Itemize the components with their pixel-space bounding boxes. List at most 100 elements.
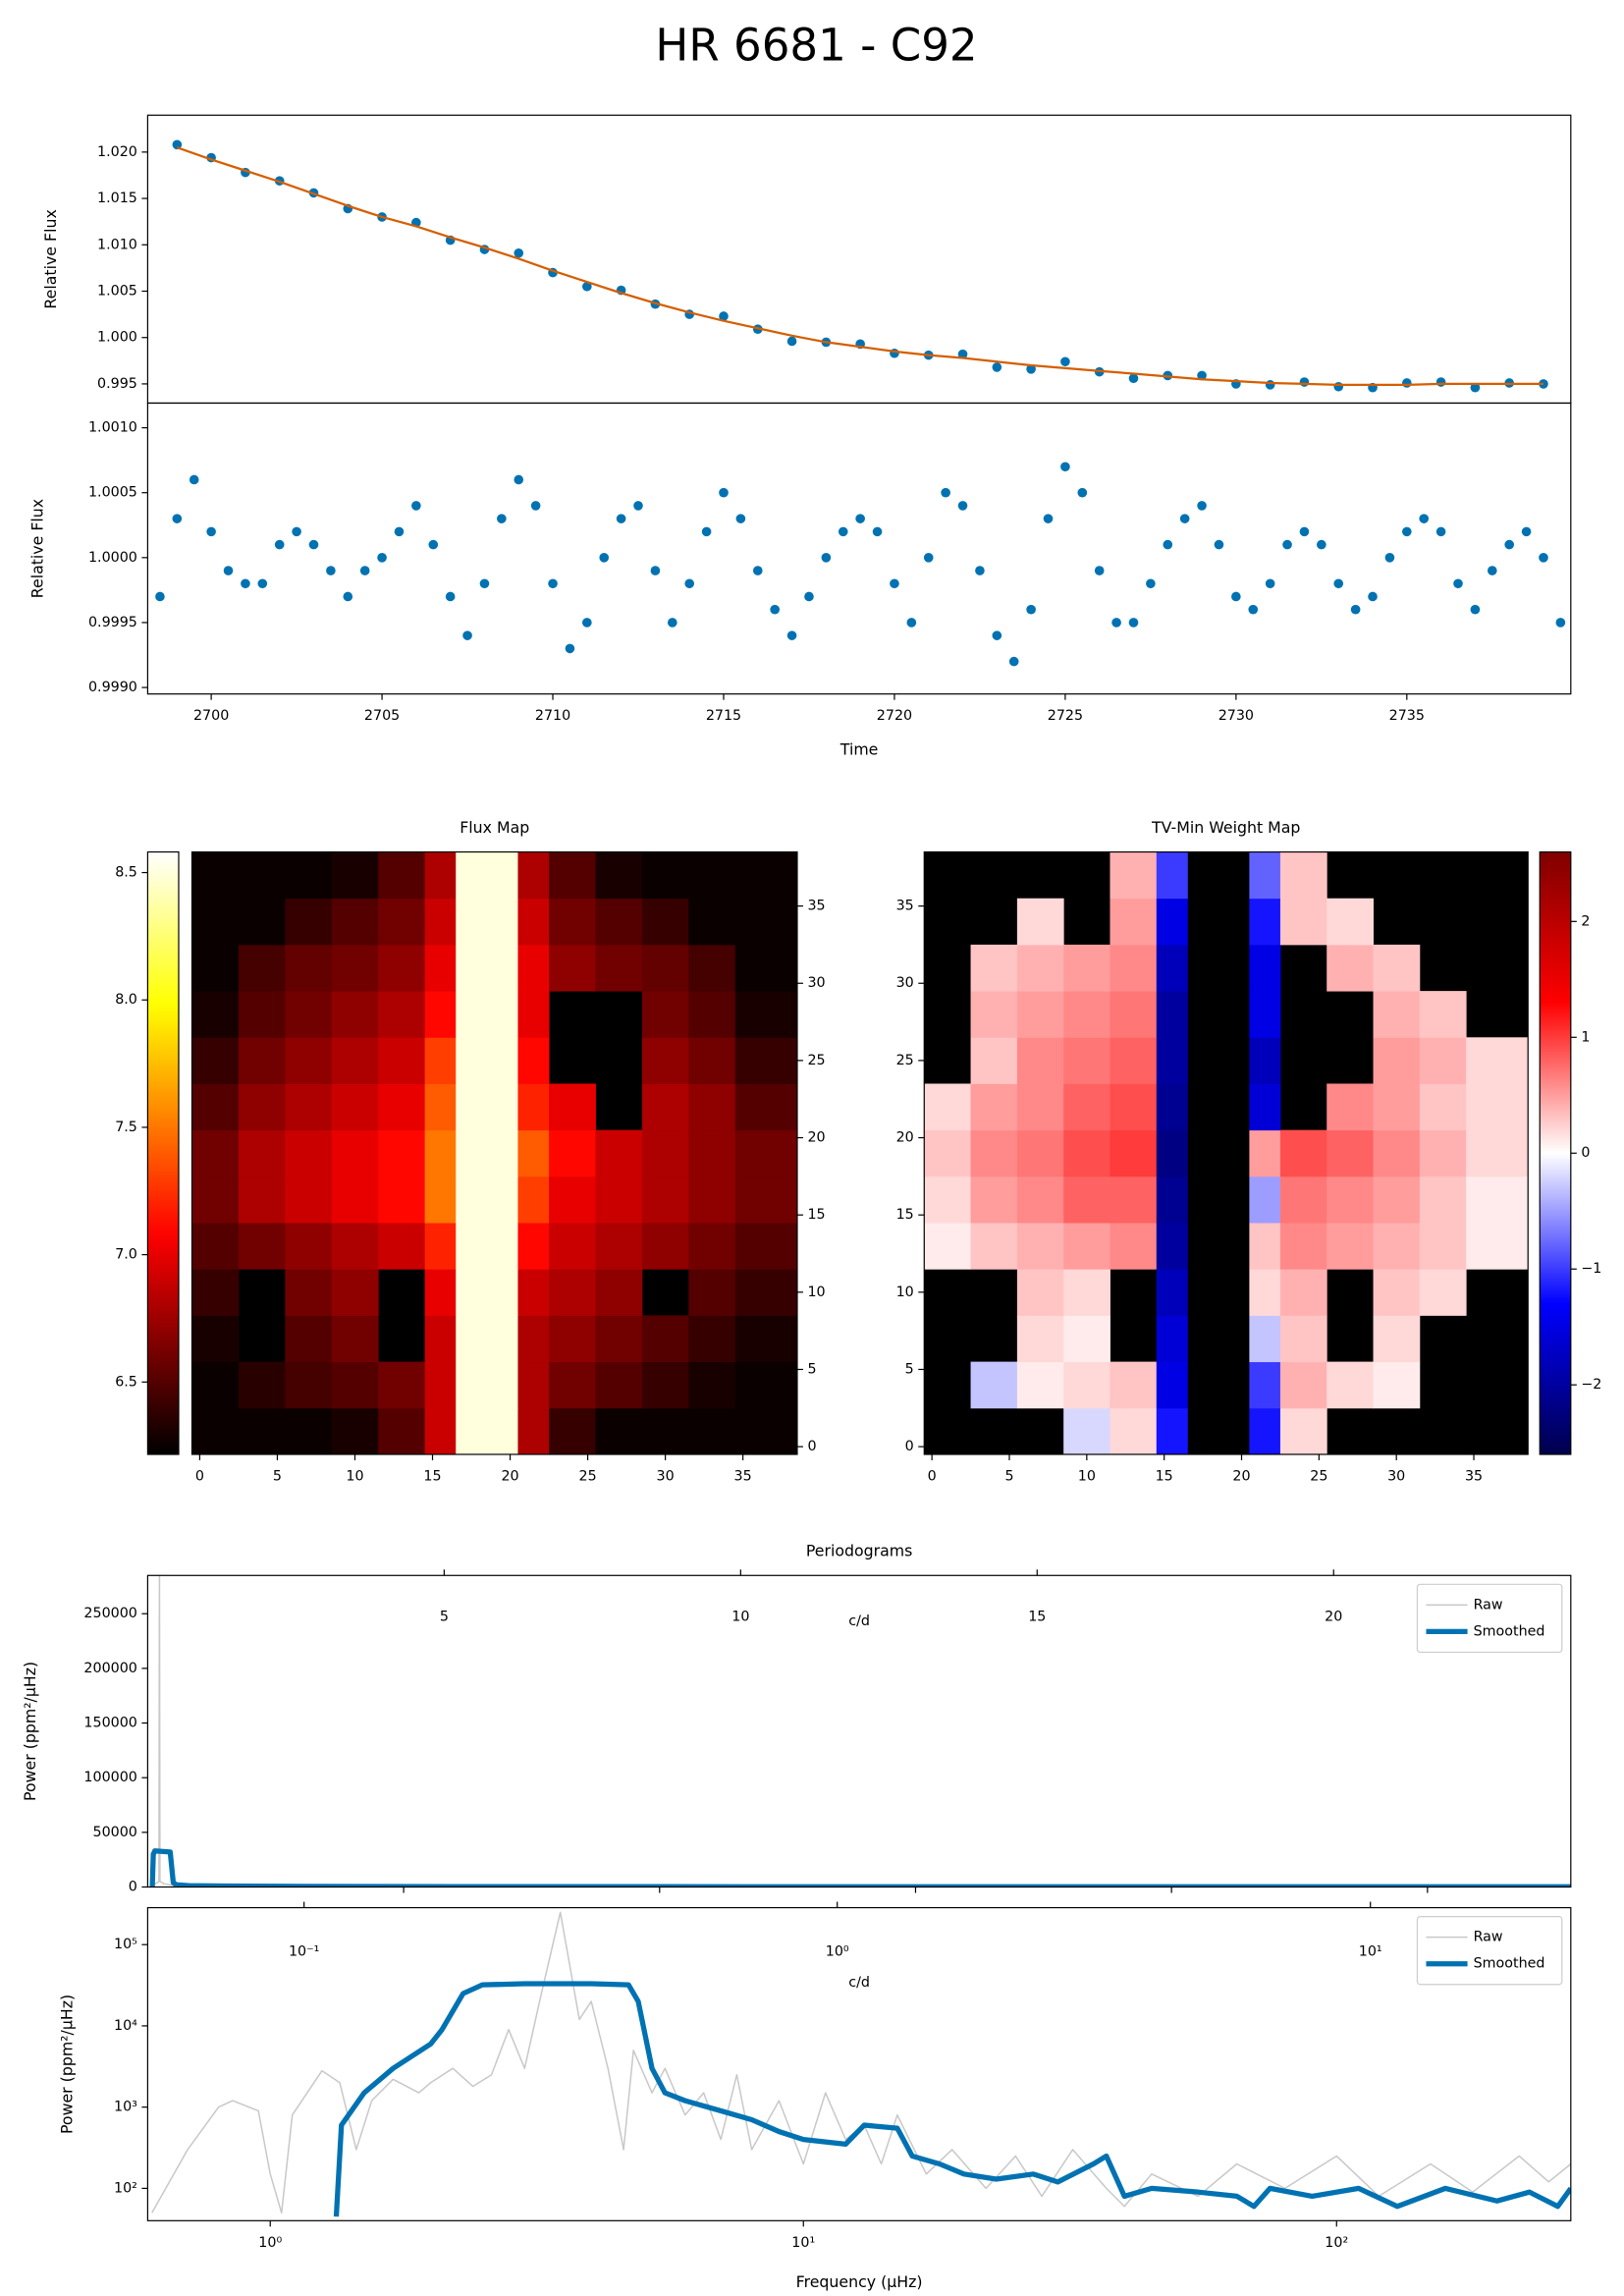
heatmap-cell — [688, 1037, 736, 1084]
x-tick-label: 25 — [578, 1469, 596, 1485]
x-axis-label: Time — [839, 739, 879, 758]
heatmap-cell — [424, 898, 457, 946]
y-tick-label: 1.015 — [97, 191, 137, 206]
data-point — [257, 578, 268, 589]
heatmap-cell — [424, 851, 457, 900]
heatmap-cell — [331, 1037, 379, 1084]
data-point — [1128, 373, 1139, 384]
y-tick-label: 15 — [807, 1207, 825, 1223]
heatmap-cell — [1063, 1223, 1110, 1270]
x-tick-label: 25 — [1310, 1469, 1327, 1485]
heatmap-cell — [970, 944, 1018, 992]
heatmap-cell — [641, 1129, 689, 1177]
data-point — [428, 539, 439, 550]
heatmap-cell — [1373, 944, 1421, 992]
heatmap-cell — [517, 898, 550, 946]
legend-label: Smoothed — [1474, 1956, 1545, 1972]
colorbar-tick-label: −2 — [1581, 1377, 1601, 1393]
data-point — [1231, 591, 1241, 602]
heatmap-cell — [331, 1175, 379, 1224]
heatmap-cell — [456, 1083, 518, 1131]
heatmap-cell — [424, 1037, 457, 1084]
x-tick-label: 2705 — [364, 708, 400, 724]
heatmap-cell — [1016, 1361, 1064, 1409]
data-point — [616, 514, 626, 523]
heatmap-cell — [1249, 991, 1281, 1038]
data-point — [1111, 618, 1121, 628]
heatmap-cell — [517, 944, 550, 992]
x2-tick-label: 10 — [731, 1609, 749, 1624]
series-line — [176, 146, 1543, 386]
heatmap-cell — [595, 1407, 643, 1455]
y-tick-label: 10² — [114, 2180, 137, 2196]
heatmap-cell — [1249, 1223, 1281, 1270]
heatmap-cell — [970, 1361, 1018, 1409]
data-point — [394, 526, 405, 537]
heatmap-cell — [1373, 1037, 1421, 1084]
heatmap-cell — [378, 1175, 426, 1224]
heatmap-cell — [734, 991, 798, 1038]
y-axis-label: Relative Flux — [28, 499, 47, 598]
heatmap-cell — [688, 1083, 736, 1131]
heatmap-cell — [378, 991, 426, 1038]
heatmap-cell — [331, 1361, 379, 1409]
heatmap-cell — [331, 1269, 379, 1316]
heatmap-cell — [595, 944, 643, 992]
data-point — [1094, 566, 1105, 575]
heatmap-cell — [456, 1129, 518, 1177]
y-tick-label: 10⁵ — [114, 1937, 137, 1952]
colorbar — [146, 850, 180, 1455]
data-point — [1368, 591, 1378, 602]
heatmap-cell — [1466, 1129, 1529, 1177]
heatmap-cell — [378, 1083, 426, 1131]
data-point — [821, 553, 832, 563]
heatmap-cell — [191, 1223, 240, 1270]
data-point — [274, 539, 285, 550]
data-point — [786, 630, 797, 640]
axes-title: Flux Map — [460, 818, 529, 837]
heatmap-cell — [517, 1175, 550, 1224]
data-point — [786, 336, 797, 347]
data-point — [1265, 380, 1275, 390]
heatmap-cell — [378, 944, 426, 992]
data-point — [1060, 462, 1070, 472]
legend-label: Smoothed — [1474, 1623, 1545, 1639]
heatmap-cell — [924, 1175, 972, 1224]
data-point — [906, 618, 917, 628]
data-point — [941, 487, 950, 498]
data-point — [514, 247, 524, 258]
heatmap-cell — [734, 1407, 798, 1455]
heatmap-cell — [1279, 1315, 1327, 1363]
heatmap-cell — [970, 1223, 1018, 1270]
colorbar-tick-label: 1 — [1581, 1029, 1590, 1045]
data-point — [1435, 526, 1446, 537]
heatmap-cell — [688, 1407, 736, 1455]
data-point — [548, 578, 558, 589]
x-tick-label: 2725 — [1048, 708, 1083, 724]
data-point — [957, 501, 968, 511]
heatmap-cell — [1419, 1083, 1467, 1131]
heatmap-cell — [734, 1129, 798, 1177]
heatmap-cell — [641, 944, 689, 992]
x-tick-label: 35 — [1465, 1469, 1483, 1485]
heatmap-cell — [285, 1361, 333, 1409]
data-point — [155, 591, 165, 602]
x2-tick-label: 10⁻¹ — [289, 1944, 319, 1960]
x-tick-label: 5 — [1004, 1469, 1013, 1485]
heatmap-cell — [1110, 1223, 1158, 1270]
y-tick-label: 0 — [807, 1439, 816, 1454]
data-point — [377, 553, 387, 563]
heatmap-cell — [688, 991, 736, 1038]
heatmap-cell — [1279, 1223, 1327, 1270]
heatmap-cell — [517, 1083, 550, 1131]
legend-box — [1416, 1583, 1563, 1654]
data-point — [462, 630, 472, 640]
heatmap-cell — [1373, 1223, 1421, 1270]
y-tick-label: 1.000 — [97, 330, 137, 346]
heatmap-cell — [1016, 991, 1064, 1038]
heatmap-cell — [424, 944, 457, 992]
heatmap-cell — [1063, 1129, 1110, 1177]
data-point — [1350, 604, 1361, 615]
data-point — [1179, 514, 1190, 523]
